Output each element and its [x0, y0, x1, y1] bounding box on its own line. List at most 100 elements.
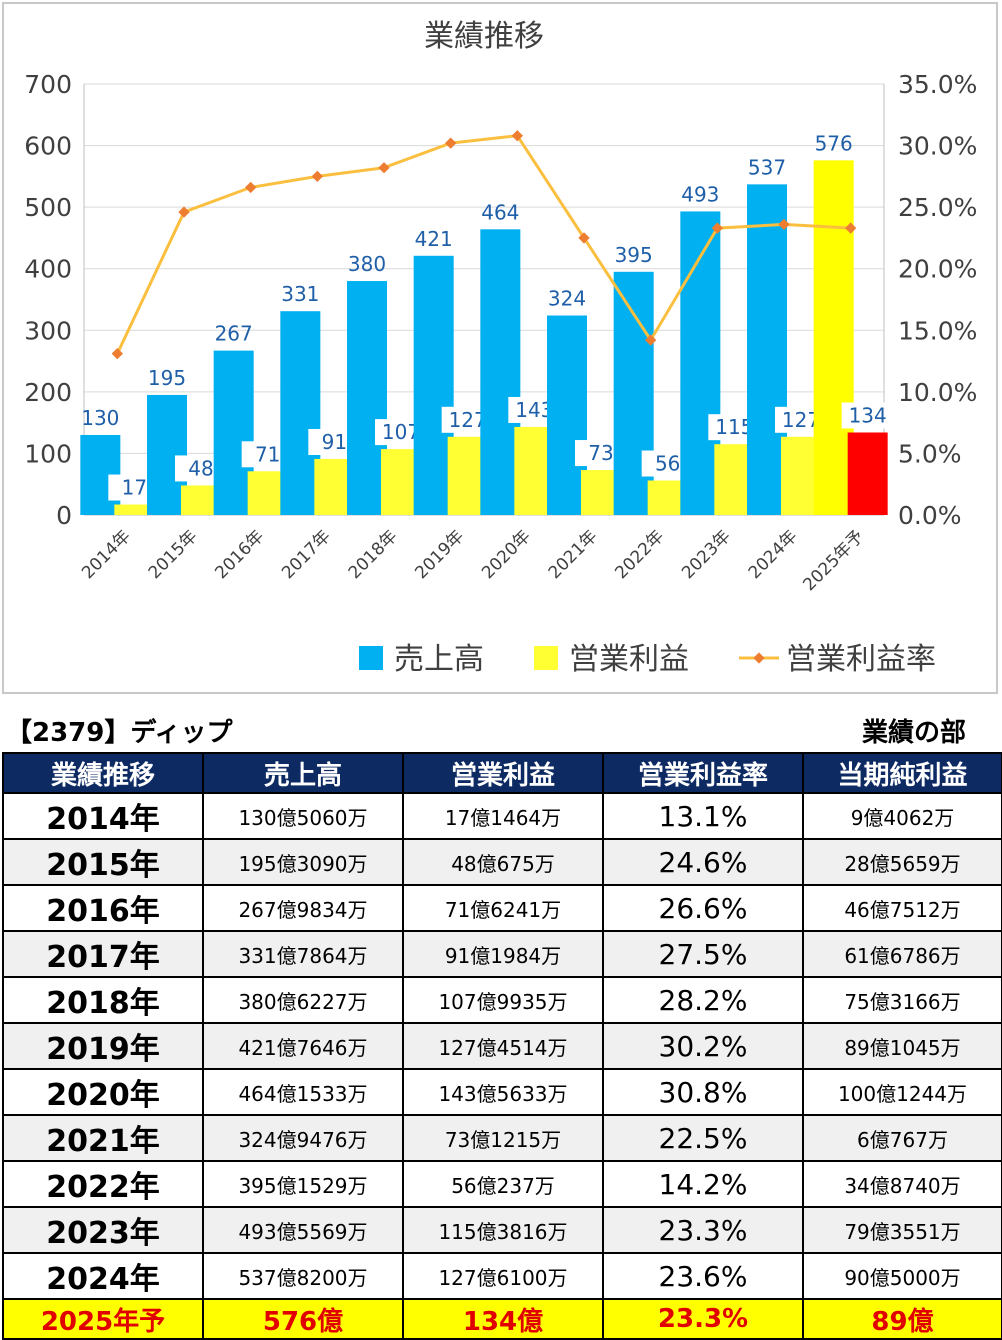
table-cell: 28.2% — [602, 976, 804, 1024]
y2-tick-label: 35.0% — [898, 70, 977, 99]
table-cell: 107億9935万 — [402, 976, 604, 1024]
x-tick-label: 2019年 — [411, 526, 468, 583]
table-cell: 2016年 — [2, 884, 204, 932]
table-cell: 464億1533万 — [202, 1068, 404, 1116]
table-cell: 493億5569万 — [202, 1206, 404, 1254]
table-cell: 2022年 — [2, 1160, 204, 1208]
table-row: 2022年 395億1529万 56億237万 14.2% 34億8740万 — [2, 1160, 1002, 1208]
bar-sales — [813, 160, 854, 515]
table-cell: 134億 — [402, 1298, 604, 1340]
data-label-sales: 395 — [615, 243, 653, 267]
table-cell: 22.5% — [602, 1114, 804, 1162]
x-tick-label: 2018年 — [345, 526, 402, 583]
y-tick-label: 700 — [24, 70, 72, 99]
table-cell: 421億7646万 — [202, 1022, 404, 1070]
table-cell: 2018年 — [2, 976, 204, 1024]
x-tick-label: 2017年 — [278, 526, 335, 583]
y-tick-label: 600 — [24, 132, 72, 161]
header-period: 業績推移 — [2, 752, 204, 794]
line-point-operating-margin — [378, 162, 390, 174]
y-tick-label: 300 — [24, 316, 72, 345]
data-label-sales: 380 — [348, 252, 386, 276]
x-tick-label: 2016年 — [211, 526, 268, 583]
legend-swatch-sales — [359, 646, 383, 670]
table-cell: 2017年 — [2, 930, 204, 978]
bar-sales — [680, 211, 721, 515]
table-cell: 90億5000万 — [802, 1252, 1002, 1300]
table-cell: 115億3816万 — [402, 1206, 604, 1254]
table-cell: 17億1464万 — [402, 792, 604, 840]
line-operating-margin — [115, 134, 851, 355]
table-row: 2020年 464億1533万 143億5633万 30.8% 100億1244万 — [2, 1068, 1002, 1116]
table-cell: 2014年 — [2, 792, 204, 840]
table-cell: 28億5659万 — [802, 838, 1002, 886]
table-cell: 48億675万 — [402, 838, 604, 886]
legend-marker-operating-margin — [753, 652, 765, 664]
table-cell: 26.6% — [602, 884, 804, 932]
legend-label-operating-margin: 営業利益率 — [786, 642, 936, 677]
table-row: 2023年 493億5569万 115億3816万 23.3% 79億3551万 — [2, 1206, 1002, 1254]
y-tick-label: 0 — [56, 501, 72, 530]
y2-tick-label: 30.0% — [898, 132, 977, 161]
bar-sales — [347, 281, 387, 515]
table-header-row: 業績推移 売上高 営業利益 営業利益率 当期純利益 — [2, 752, 1002, 794]
bar-sales — [213, 350, 254, 515]
data-label-operating-profit: 48 — [188, 456, 213, 480]
table-cell: 2024年 — [2, 1252, 204, 1300]
legend-label-operating-profit: 営業利益 — [569, 642, 689, 677]
table-cell: 267億9834万 — [202, 884, 404, 932]
data-label-operating-profit: 91 — [322, 430, 347, 454]
table-cell: 6億767万 — [802, 1114, 1002, 1162]
data-label-sales: 130 — [81, 406, 119, 430]
line-point-operating-margin — [245, 181, 257, 194]
table-cell: 30.2% — [602, 1022, 804, 1070]
table-cell: 2021年 — [2, 1114, 204, 1162]
bar-sales — [280, 311, 321, 515]
performance-chart: 業績推移 0 100 200 300 400 500 600 700 0.0% 5.0% 10.0% 1… — [24, 19, 977, 677]
table-cell: 331億7864万 — [202, 930, 404, 978]
performance-table: 業績推移 売上高 営業利益 営業利益率 当期純利益 2014年 130億5060万… — [2, 752, 1002, 1340]
table-cell: 14.2% — [602, 1160, 804, 1208]
x-tick-label: 2022年 — [611, 526, 668, 583]
table-cell: 2025年予 — [2, 1298, 204, 1340]
header-net-income: 当期純利益 — [802, 752, 1002, 794]
data-label-sales: 537 — [748, 155, 786, 179]
table-row: 2018年 380億6227万 107億9935万 28.2% 75億3166万 — [2, 976, 1002, 1024]
bar-sales — [547, 315, 587, 515]
header-operating-profit: 営業利益 — [402, 752, 604, 794]
line-point-operating-margin — [178, 206, 190, 218]
x-tick-label: 2021年 — [545, 526, 602, 583]
table-cell: 537億8200万 — [202, 1252, 404, 1300]
line-point-operating-margin — [311, 170, 323, 183]
legend-label-sales: 売上高 — [394, 642, 484, 677]
data-label-operating-profit: 71 — [255, 442, 280, 466]
table-cell: 73億1215万 — [402, 1114, 604, 1162]
table-row: 2024年 537億8200万 127億6100万 23.6% 90億5000万 — [2, 1252, 1002, 1300]
table-cell: 2015年 — [2, 838, 204, 886]
table-cell: 23.3% — [602, 1298, 804, 1340]
x-tick-label: 2020年 — [478, 526, 535, 583]
table-cell: 79億3551万 — [802, 1206, 1002, 1254]
table-cell: 89億 — [802, 1298, 1002, 1340]
table-cell: 380億6227万 — [202, 976, 404, 1024]
bar-sales — [480, 229, 521, 515]
table-cell: 195億3090万 — [202, 838, 404, 886]
table-row: 2015年 195億3090万 48億675万 24.6% 28億5659万 — [2, 838, 1002, 886]
table-cell: 71億6241万 — [402, 884, 604, 932]
data-label-sales: 464 — [481, 200, 519, 224]
line-point-operating-margin — [711, 222, 723, 234]
data-label-sales: 576 — [815, 131, 853, 155]
y2-tick-label: 10.0% — [898, 378, 977, 407]
y2-tick-label: 25.0% — [898, 193, 977, 222]
table-row: 2021年 324億9476万 73億1215万 22.5% 6億767万 — [2, 1114, 1002, 1162]
line-point-operating-margin — [111, 348, 123, 360]
y2-tick-label: 0.0% — [898, 501, 962, 530]
x-tick-label: 2024年 — [745, 526, 802, 583]
table-cell: 2023年 — [2, 1206, 204, 1254]
data-label-sales: 324 — [548, 287, 586, 311]
line-point-operating-margin — [578, 232, 590, 244]
y-tick-label: 200 — [24, 378, 72, 407]
bar-sales — [413, 255, 454, 515]
y-tick-label: 500 — [24, 193, 72, 222]
table-cell: 324億9476万 — [202, 1114, 404, 1162]
